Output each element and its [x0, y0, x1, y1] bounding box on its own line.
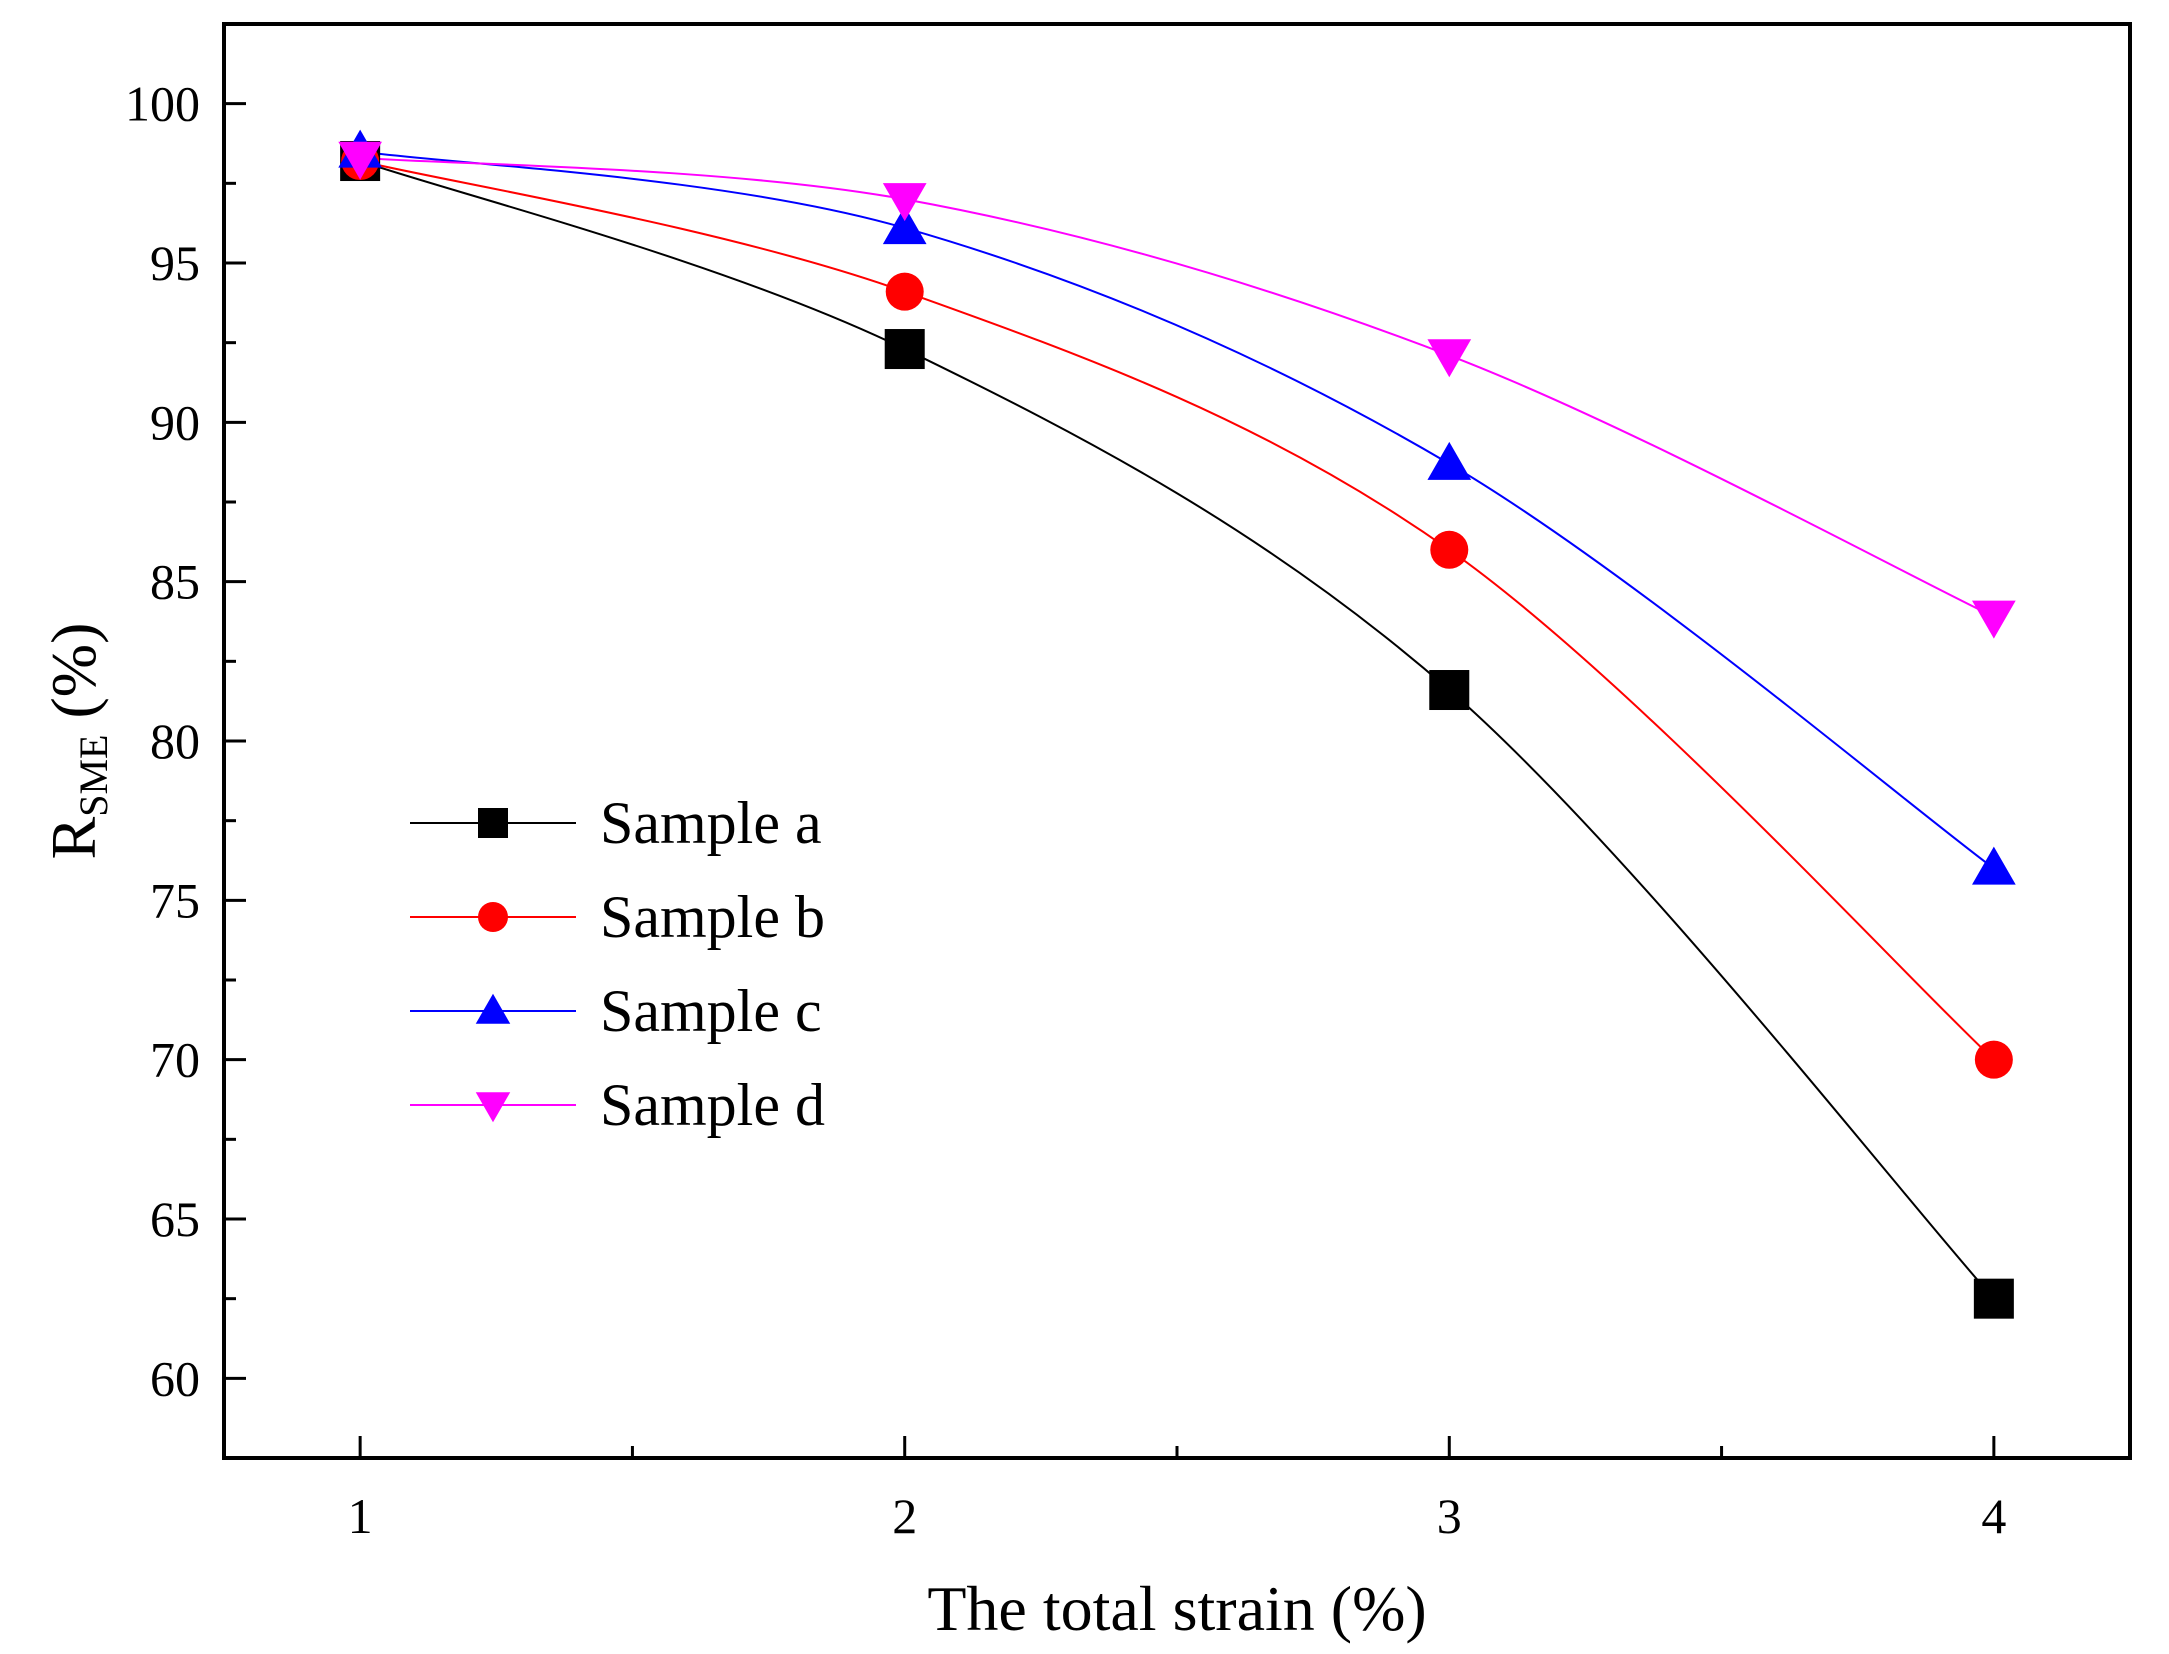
sample-b-line: [359, 160, 1995, 1061]
sample-a-legend-label: Sample a: [600, 790, 822, 856]
y-tick-label: 60: [150, 1350, 200, 1406]
y-tick-label: 90: [150, 394, 200, 450]
y-tick-label: 100: [125, 76, 200, 132]
sample-c-point: [882, 206, 927, 245]
sample-b-legend-marker: [478, 902, 508, 932]
y-axis-title-main: R: [38, 816, 109, 859]
sample-b-point: [885, 272, 924, 311]
x-tick-label: 3: [1437, 1488, 1462, 1544]
sample-d-point: [338, 141, 382, 180]
sample-c-line: [360, 150, 1995, 870]
tick-labels: 60 65 70 75 80 85 90 95 100 1 2 3 4: [125, 76, 2006, 1544]
y-tick-label: 95: [150, 235, 200, 291]
sample-c-legend-marker: [475, 993, 511, 1024]
sample-d-point: [1972, 600, 2016, 639]
sample-a-point: [884, 329, 925, 370]
plot-frame: [222, 22, 2132, 1460]
series-lines: [359, 150, 1995, 1300]
y-axis-title-suffix: (%): [38, 623, 109, 735]
sample-d-legend-label: Sample d: [600, 1072, 825, 1138]
sample-d-point: [1427, 339, 1472, 378]
sample-b-point: [1974, 1040, 2013, 1079]
x-tick-label: 2: [892, 1488, 917, 1544]
sample-a-legend-marker: [478, 808, 508, 838]
y-tick-label: 70: [150, 1032, 200, 1088]
y-axis-title-subscript: SME: [71, 735, 116, 817]
y-tick-label: 65: [150, 1191, 200, 1247]
sample-d-legend-marker: [475, 1092, 511, 1123]
series-markers: [338, 129, 2016, 1319]
sample-d-line: [360, 156, 1995, 618]
y-tick-label: 75: [150, 872, 200, 928]
sample-b-point: [1430, 530, 1469, 569]
sample-b-legend-label: Sample b: [600, 884, 825, 950]
y-tick-label: 80: [150, 713, 200, 769]
sample-c-legend-label: Sample c: [600, 978, 822, 1044]
sample-a-point: [1429, 670, 1470, 711]
sample-a-line: [359, 160, 1995, 1300]
legend: Sample a Sample b Sample c Sample d: [410, 790, 825, 1138]
sample-c-point: [1972, 846, 2016, 885]
y-tick-label: 85: [150, 554, 200, 610]
x-tick-label: 4: [1981, 1488, 2006, 1544]
sample-a-point: [1973, 1278, 2014, 1319]
y-axis-title: RSME (%): [38, 623, 116, 860]
axes-ticks: [224, 102, 1996, 1458]
x-axis-title: The total strain (%): [927, 1573, 1426, 1644]
x-tick-label: 1: [348, 1488, 373, 1544]
sample-d-point: [882, 183, 927, 222]
sample-c-point: [1427, 441, 1472, 480]
